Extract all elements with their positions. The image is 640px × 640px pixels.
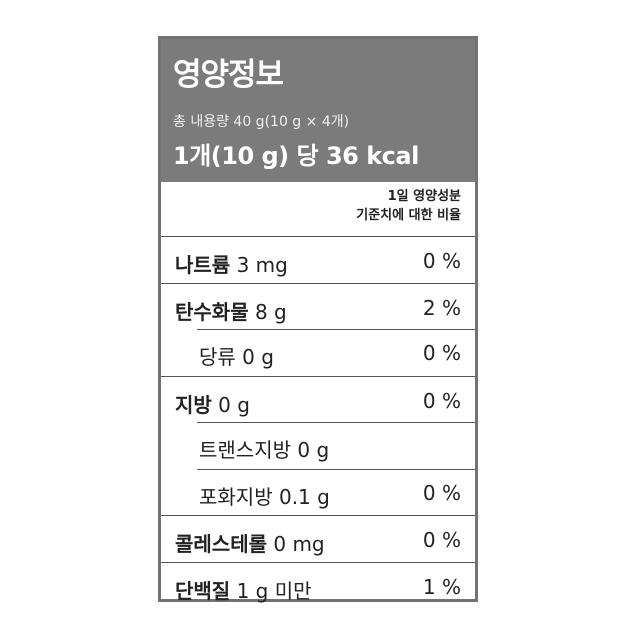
nutrient-percent: 2 % — [422, 295, 461, 320]
label-title: 영양정보 — [173, 57, 284, 93]
nutrient-percent: 0 % — [422, 388, 461, 413]
nutrient-row-saturated-fat: 포화지방 0.1 g 0 % — [161, 468, 475, 516]
nutrient-amount: 0 g — [297, 438, 330, 462]
nutrient-name: 탄수화물 — [175, 299, 249, 324]
nutrient-row-carbohydrate: 탄수화물 8 g 2 % — [161, 282, 475, 330]
nutrient-row-sugars: 당류 0 g 0 % — [161, 329, 475, 376]
nutrient-name: 포화지방 — [199, 484, 273, 509]
nutrient-amount: 0 g — [218, 392, 250, 417]
nutrient-label: 지방 0 g — [175, 389, 250, 418]
nutrient-name: 단백질 — [175, 578, 231, 603]
daily-value-header-line: 1일 영양성분 — [387, 189, 461, 204]
per-serving-calories: 1개(10 g) 당 36 kcal — [173, 142, 419, 170]
nutrient-amount: 0 g — [242, 345, 274, 369]
nutrient-name: 당류 — [199, 345, 236, 369]
nutrient-label: 콜레스테롤 0 mg — [175, 528, 325, 557]
nutrient-row-cholesterol: 콜레스테롤 0 mg 0 % — [161, 515, 475, 562]
nutrient-label: 당류 0 g — [199, 341, 274, 370]
nutrient-name: 콜레스테롤 — [175, 532, 267, 556]
nutrient-row-fat: 지방 0 g 0 % — [161, 375, 475, 423]
nutrient-label: 탄수화물 8 g — [175, 296, 287, 325]
nutrient-row-trans-fat: 트랜스지방 0 g — [161, 422, 475, 469]
nutrient-rows: 나트륨 3 mg 0 % 탄수화물 8 g 2 % 당류 0 g 0 % 지방 … — [161, 236, 475, 608]
nutrient-label: 단백질 1 g 미만 — [175, 575, 312, 604]
nutrient-name: 지방 — [175, 392, 212, 417]
nutrient-percent: 0 % — [422, 480, 461, 505]
daily-value-header-line: 기준치에 대한 비율 — [356, 208, 461, 223]
nutrient-amount: 8 g — [254, 299, 287, 324]
nutrient-amount: 3 mg — [236, 253, 288, 277]
nutrient-name: 트랜스지방 — [199, 438, 291, 462]
nutrient-amount: 1 g 미만 — [236, 578, 312, 603]
nutrient-percent: 1 % — [422, 574, 461, 599]
daily-value-header: 1일 영양성분 기준치에 대한 비율 — [356, 187, 461, 225]
nutrient-name: 나트륨 — [175, 253, 231, 277]
nutrient-label: 포화지방 0.1 g — [199, 481, 330, 510]
nutrient-label: 나트륨 3 mg — [175, 249, 288, 278]
nutrient-row-protein: 단백질 1 g 미만 1 % — [161, 561, 475, 609]
nutrient-percent: 0 % — [422, 341, 461, 365]
label-header: 영양정보 총 내용량 40 g(10 g × 4개) 1개(10 g) 당 36… — [161, 39, 475, 182]
nutrition-label: 영양정보 총 내용량 40 g(10 g × 4개) 1개(10 g) 당 36… — [158, 36, 478, 603]
total-content-amount: 총 내용량 40 g(10 g × 4개) — [173, 114, 350, 130]
nutrient-amount: 0 mg — [273, 532, 325, 556]
nutrient-label: 트랜스지방 0 g — [199, 434, 329, 463]
nutrient-row-sodium: 나트륨 3 mg 0 % — [161, 236, 475, 283]
nutrient-percent: 0 % — [422, 528, 461, 552]
nutrient-amount: 0.1 g — [278, 484, 330, 509]
nutrient-percent: 0 % — [422, 249, 461, 273]
